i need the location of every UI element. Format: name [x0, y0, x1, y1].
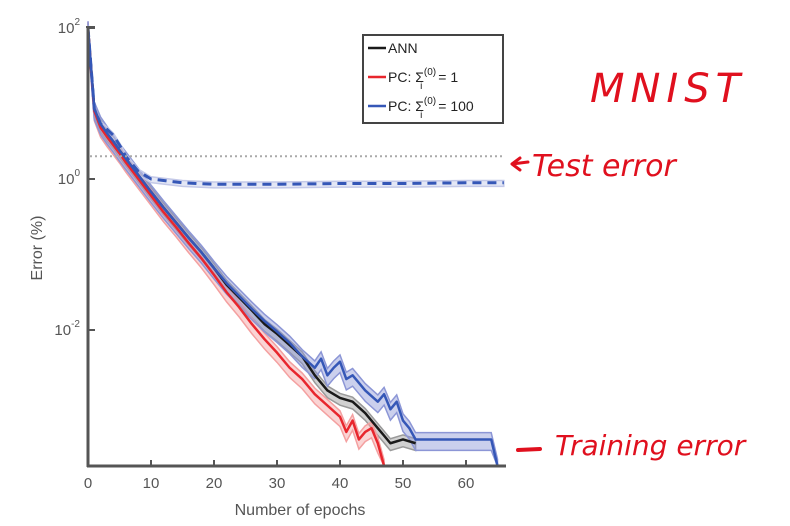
annotation-train-label: Training error [555, 429, 747, 462]
x-tick-label: 10 [143, 475, 160, 492]
y-tick-exponent: 0 [74, 168, 80, 179]
x-tick-label: 0 [84, 475, 92, 492]
x-tick-label: 50 [395, 475, 412, 492]
legend-label-ann: ANN [388, 40, 418, 56]
legend-label-pc100: PC: Σ(0) i = 100 [388, 96, 474, 121]
y-tick-exponent: 2 [74, 17, 80, 28]
legend-pc100-suffix: = 100 [434, 98, 474, 114]
x-tick-label: 60 [458, 475, 475, 492]
annotation-test-label: Test error [532, 149, 677, 184]
legend: ANN PC: Σ(0) i = 1 PC: Σ(0) i = 100 [362, 34, 504, 124]
x-tick-label: 30 [269, 475, 286, 492]
legend-pc100-sub: i [420, 110, 422, 121]
x-tick-label: 40 [332, 475, 349, 492]
annotation-train: Training error [516, 429, 747, 462]
series-line [86, 27, 499, 467]
x-axis-title: Number of epochs [235, 502, 366, 519]
x-ticks: 0 10 20 30 40 50 60 [84, 460, 475, 492]
legend-label-pc1: PC: Σ(0) i = 1 [388, 67, 458, 92]
y-tick-label: 102 [58, 17, 81, 37]
x-tick-label: 20 [206, 475, 223, 492]
y-tick-label: 10-2 [54, 319, 80, 339]
arrow-test-icon [510, 156, 530, 172]
series-line [86, 27, 386, 467]
legend-pc1-sub: i [420, 81, 422, 92]
annotation-dataset: MNIST [590, 66, 746, 112]
series-lines [86, 27, 504, 467]
legend-pc100-prefix: PC: Σ [388, 98, 424, 114]
y-tick-exponent: -2 [71, 319, 80, 330]
y-axis-title: Error (%) [29, 216, 46, 281]
annotation-test: Test error [510, 149, 677, 184]
legend-pc1-prefix: PC: Σ [388, 69, 424, 85]
legend-box [362, 34, 504, 124]
series-line [86, 27, 504, 186]
y-tick-label: 100 [58, 168, 81, 188]
arrow-train-icon [516, 447, 542, 452]
legend-pc1-suffix: = 1 [434, 69, 458, 85]
legend-pc1-sup: (0) [424, 67, 436, 78]
legend-pc100-sup: (0) [424, 96, 436, 107]
